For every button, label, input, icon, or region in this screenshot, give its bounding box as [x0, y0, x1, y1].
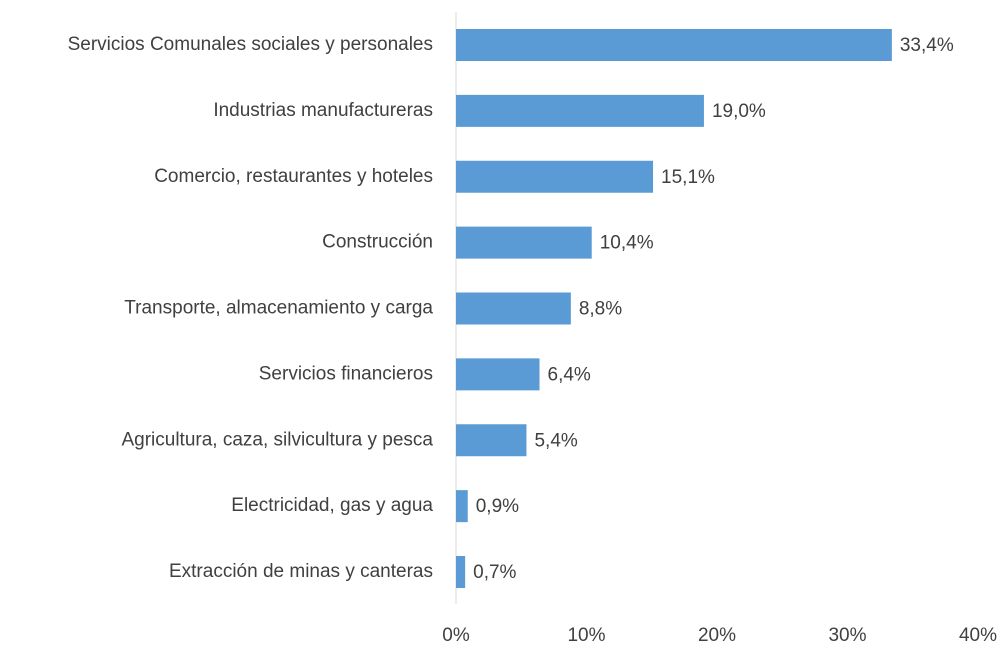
- bar: [456, 358, 540, 391]
- category-label: Extracción de minas y canteras: [169, 561, 433, 582]
- data-label: 8,8%: [579, 299, 622, 320]
- category-label: Construcción: [322, 232, 433, 253]
- data-label: 6,4%: [548, 364, 591, 385]
- category-label: Transporte, almacenamiento y carga: [124, 298, 433, 319]
- category-label: Servicios Comunales sociales y personale…: [68, 34, 433, 55]
- bar: [456, 94, 704, 127]
- data-label: 5,4%: [534, 430, 577, 451]
- x-tick-label: 20%: [698, 625, 736, 646]
- category-label: Industrias manufactureras: [213, 100, 433, 121]
- data-label: 0,9%: [476, 496, 519, 517]
- x-tick-label: 10%: [567, 625, 605, 646]
- bar: [456, 556, 466, 588]
- x-tick-label: 0%: [442, 625, 470, 646]
- data-label: 33,4%: [900, 35, 954, 56]
- category-label: Agricultura, caza, silvicultura y pesca: [121, 429, 433, 450]
- category-label: Servicios financieros: [259, 363, 433, 384]
- bar: [456, 292, 571, 325]
- x-tick-label: 30%: [828, 625, 866, 646]
- category-label: Electricidad, gas y agua: [231, 495, 433, 516]
- category-label: Comercio, restaurantes y hoteles: [154, 166, 433, 187]
- bar: [456, 490, 468, 523]
- bar: [456, 226, 592, 259]
- bar: [456, 29, 892, 61]
- data-label: 19,0%: [712, 101, 766, 122]
- data-label: 10,4%: [600, 233, 654, 254]
- bar: [456, 160, 654, 193]
- data-label: 0,7%: [473, 562, 516, 583]
- bar: [456, 424, 527, 457]
- data-label: 15,1%: [661, 167, 715, 188]
- x-tick-label: 40%: [959, 625, 997, 646]
